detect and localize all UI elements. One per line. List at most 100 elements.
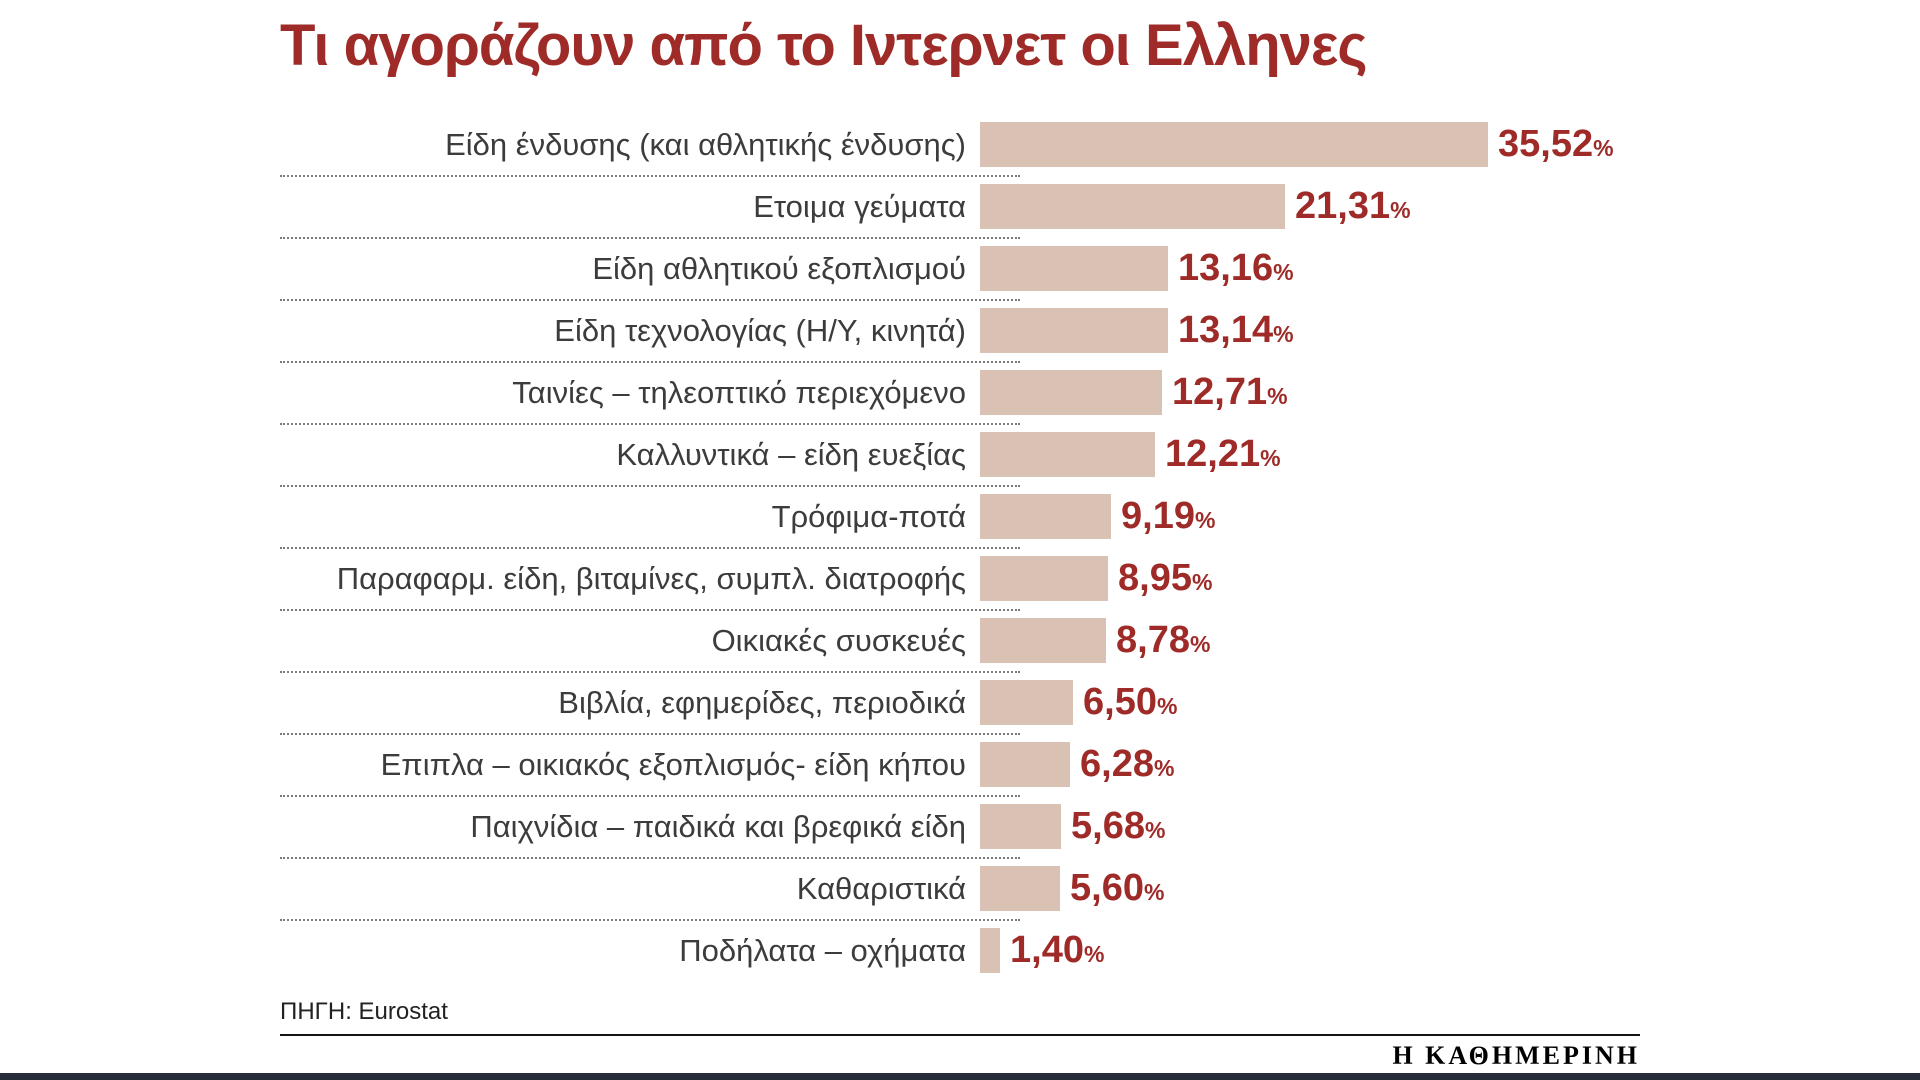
value-number: 1,40 xyxy=(1010,929,1084,972)
bar xyxy=(980,556,1108,602)
category-label: Είδη τεχνολογίας (Η/Υ, κινητά) xyxy=(554,312,966,348)
value-label: 35,52% xyxy=(1498,123,1614,166)
dotted-separator xyxy=(280,608,1020,611)
dotted-separator xyxy=(280,236,1020,239)
bar xyxy=(980,866,1060,912)
bar-area: 13,16% xyxy=(980,238,1640,300)
chart-row: Παιχνίδια – παιδικά και βρεφικά είδη 5,68… xyxy=(280,796,1640,859)
value-label: 12,71% xyxy=(1172,371,1288,414)
bar xyxy=(980,742,1070,788)
bar-area: 8,95% xyxy=(980,548,1640,610)
dotted-separator xyxy=(280,794,1020,797)
category-label: Επιπλα – οικιακός εξοπλισμός- είδη κήπου xyxy=(380,746,966,782)
category-label: Είδη ένδυσης (και αθλητικής ένδυσης) xyxy=(445,126,966,162)
value-number: 8,78 xyxy=(1116,619,1190,662)
value-number: 21,31 xyxy=(1295,185,1391,228)
category-label: Είδη αθλητικού εξοπλισμού xyxy=(592,250,966,286)
value-label: 6,28% xyxy=(1080,743,1174,786)
category-label: Παραφαρμ. είδη, βιταμίνες, συμπλ. διατρο… xyxy=(336,560,966,596)
value-number: 13,14 xyxy=(1178,309,1274,352)
chart-row: Παραφαρμ. είδη, βιταμίνες, συμπλ. διατρο… xyxy=(280,548,1640,611)
value-label: 1,40% xyxy=(1010,929,1104,972)
bar-area: 21,31% xyxy=(980,176,1640,238)
chart-row: Είδη τεχνολογίας (Η/Υ, κινητά) 13,14% xyxy=(280,300,1640,363)
percent-sign: % xyxy=(1143,879,1165,906)
value-number: 12,21 xyxy=(1165,433,1261,476)
value-number: 35,52 xyxy=(1498,123,1594,166)
bar xyxy=(980,308,1168,354)
category-label: Ταινίες – τηλεοπτικό περιεχόμενο xyxy=(512,374,966,410)
footer: ΠΗΓΗ: Eurostat Η ΚΑΘΗΜΕΡΙΝΗ xyxy=(280,998,1640,1071)
chart-row: Βιβλία, εφημερίδες, περιοδικά 6,50% xyxy=(280,672,1640,735)
percent-sign: % xyxy=(1267,383,1288,410)
bar-area: 1,40% xyxy=(980,920,1640,982)
bar-area: 6,28% xyxy=(980,734,1640,796)
dotted-separator xyxy=(280,732,1020,735)
dotted-separator xyxy=(280,670,1020,673)
value-label: 12,21% xyxy=(1165,433,1281,476)
bar xyxy=(980,370,1162,416)
bar-area: 8,78% xyxy=(980,610,1640,672)
source-label: ΠΗΓΗ: Eurostat xyxy=(280,997,448,1025)
brand-logo: Η ΚΑΘΗΜΕΡΙΝΗ xyxy=(1392,1040,1640,1070)
chart-row: Είδη αθλητικού εξοπλισμού 13,16% xyxy=(280,238,1640,301)
bar xyxy=(980,680,1073,726)
dotted-separator xyxy=(280,360,1020,363)
chart-row: Ταινίες – τηλεοπτικό περιεχόμενο 12,71% xyxy=(280,362,1640,425)
percent-sign: % xyxy=(1194,507,1216,534)
percent-sign: % xyxy=(1144,817,1166,844)
percent-sign: % xyxy=(1593,135,1614,162)
category-label: Ετοιμα γεύματα xyxy=(753,188,966,224)
percent-sign: % xyxy=(1189,631,1211,658)
chart-row: Οικιακές συσκευές 8,78% xyxy=(280,610,1640,673)
percent-sign: % xyxy=(1260,445,1281,472)
bottom-border xyxy=(0,1073,1920,1080)
dotted-separator xyxy=(280,918,1020,921)
value-label: 6,50% xyxy=(1083,681,1177,724)
percent-sign: % xyxy=(1273,321,1294,348)
bar-area: 12,71% xyxy=(980,362,1640,424)
dotted-separator xyxy=(280,856,1020,859)
percent-sign: % xyxy=(1153,755,1175,782)
chart-row: Είδη ένδυσης (και αθλητικής ένδυσης) 35,5… xyxy=(280,114,1640,177)
bar-area: 12,21% xyxy=(980,424,1640,486)
value-label: 13,16% xyxy=(1178,247,1294,290)
bar-area: 9,19% xyxy=(980,486,1640,548)
value-number: 5,60 xyxy=(1070,867,1144,910)
bar xyxy=(980,618,1106,664)
category-label: Ποδήλατα – οχήματα xyxy=(679,932,966,968)
percent-sign: % xyxy=(1156,693,1178,720)
value-label: 13,14% xyxy=(1178,309,1294,352)
value-label: 21,31% xyxy=(1295,185,1411,228)
chart-row: Επιπλα – οικιακός εξοπλισμός- είδη κήπου… xyxy=(280,734,1640,797)
dotted-separator xyxy=(280,546,1020,549)
value-number: 8,95 xyxy=(1118,557,1192,600)
category-label: Οικιακές συσκευές xyxy=(711,622,966,658)
chart-row: Ποδήλατα – οχήματα 1,40% xyxy=(280,920,1640,982)
value-number: 13,16 xyxy=(1178,247,1274,290)
bar-area: 35,52% xyxy=(980,114,1640,176)
value-number: 6,28 xyxy=(1080,743,1154,786)
dotted-separator xyxy=(280,422,1020,425)
value-number: 5,68 xyxy=(1071,805,1145,848)
value-number: 6,50 xyxy=(1083,681,1157,724)
value-number: 12,71 xyxy=(1172,371,1268,414)
category-label: Καθαριστικά xyxy=(796,870,966,906)
bar-area: 13,14% xyxy=(980,300,1640,362)
chart-title: Τι αγοράζουν από το Ιντερνετ οι Ελληνες xyxy=(280,13,1368,78)
category-label: Παιχνίδια – παιδικά και βρεφικά είδη xyxy=(470,808,966,844)
bar xyxy=(980,804,1061,850)
chart-row: Ετοιμα γεύματα 21,31% xyxy=(280,176,1640,239)
percent-sign: % xyxy=(1390,197,1411,224)
percent-sign: % xyxy=(1083,941,1105,968)
bar xyxy=(980,494,1111,540)
percent-sign: % xyxy=(1273,259,1294,286)
bar xyxy=(980,928,1000,974)
category-label: Τρόφιμα-ποτά xyxy=(771,498,966,534)
bar-area: 6,50% xyxy=(980,672,1640,734)
category-label: Καλλυντικά – είδη ευεξίας xyxy=(616,436,966,472)
chart-row: Καλλυντικά – είδη ευεξίας 12,21% xyxy=(280,424,1640,487)
bar-area: 5,68% xyxy=(980,796,1640,858)
bar-chart: Είδη ένδυσης (και αθλητικής ένδυσης) 35,5… xyxy=(280,114,1640,982)
